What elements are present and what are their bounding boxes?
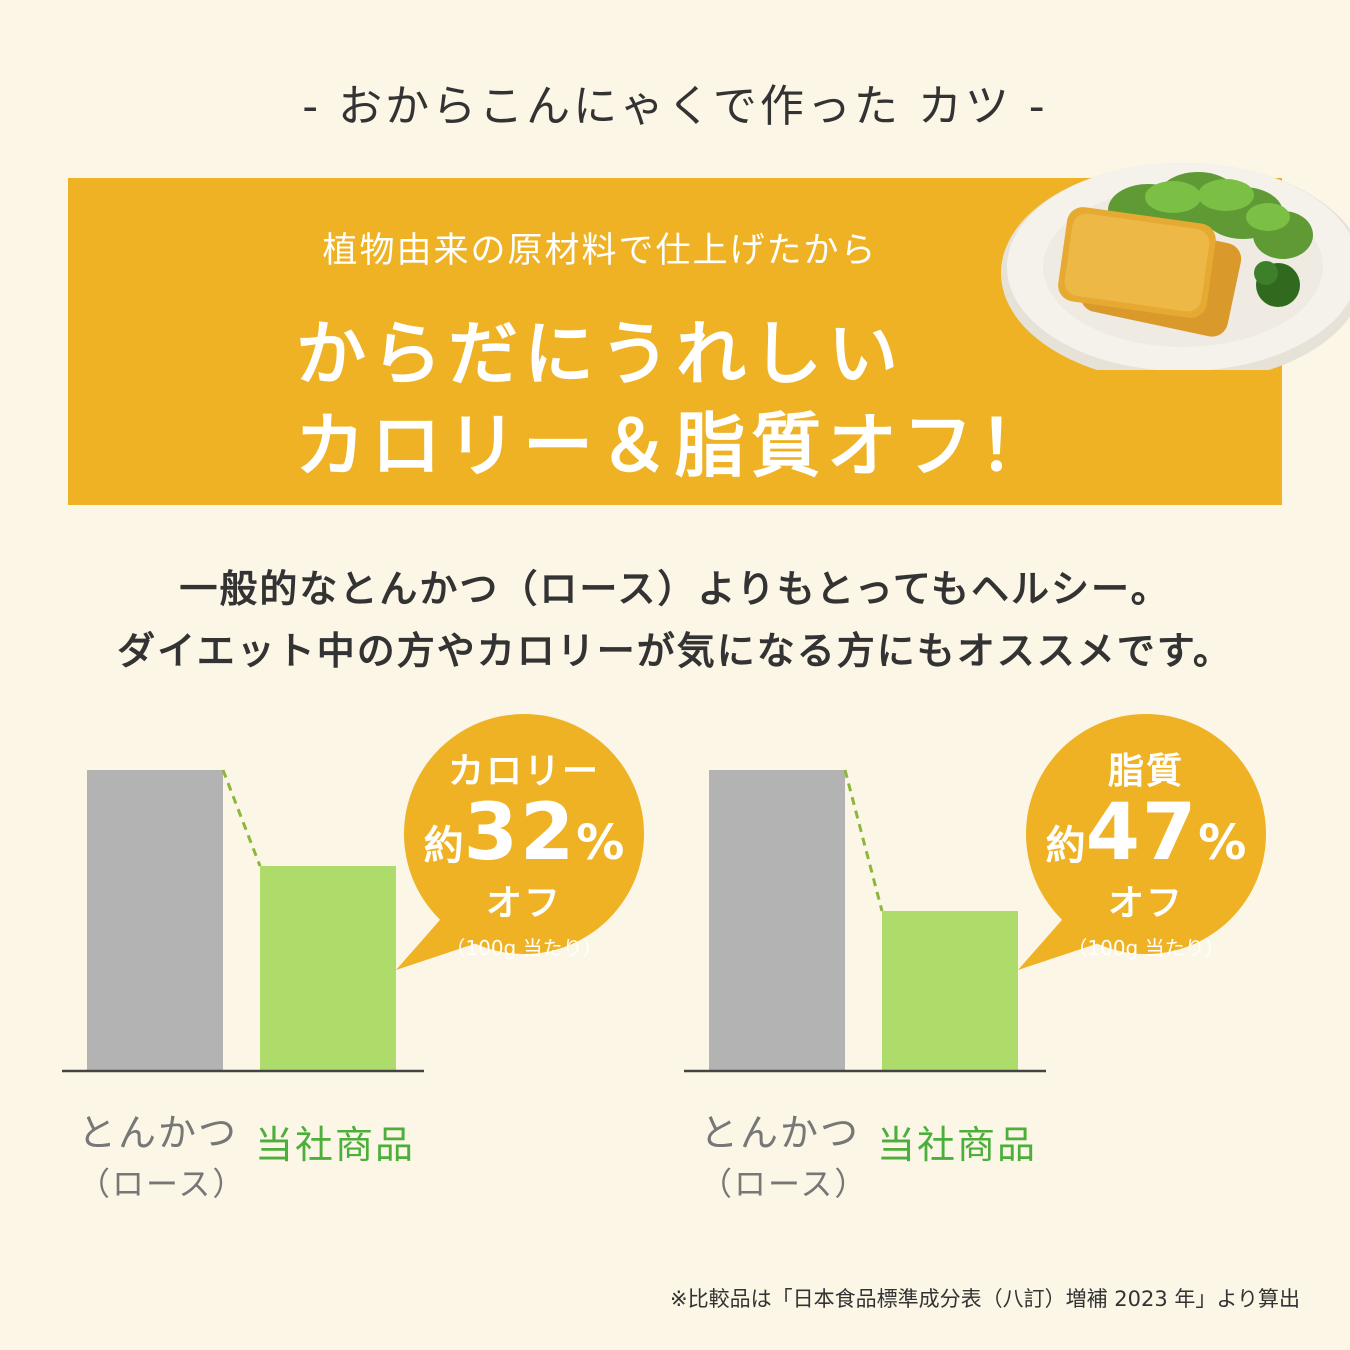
product-bar (260, 866, 396, 1070)
callout-suffix: % (576, 815, 625, 871)
baseline-label: とんかつ （ロース） (700, 1102, 869, 1205)
callout-off: オフ (1107, 883, 1184, 924)
callout-per: （100g 当たり） (1067, 936, 1225, 960)
callout-number: 32 (463, 788, 577, 878)
product-bar (882, 911, 1018, 1070)
callout-name: 脂質 (1107, 751, 1184, 792)
footnote: ※比較品は「日本食品標準成分表（八訂）増補 2023 年」より算出 (670, 1287, 1300, 1311)
baseline-label-main: とんかつ (78, 1111, 239, 1155)
banner-headline-line1: からだにうれしい (296, 313, 904, 395)
callout-bubble (1026, 714, 1266, 954)
fat-comparison-chart: とんかつ （ロース） 当社商品 脂質 約47% オフ （100g 当たり） (622, 700, 1297, 1203)
page-title: - おからこんにゃくで作った カツ - (302, 81, 1048, 132)
chart-svg (62, 714, 644, 1073)
baseline-bar (87, 770, 223, 1070)
calorie-comparison-chart: とんかつ （ロース） 当社商品 カロリー 約32% オフ （100g 当たり） (0, 700, 675, 1203)
description-line1: 一般的なとんかつ（ロース）よりもとってもヘルシー。 (179, 567, 1171, 611)
chart-svg (684, 714, 1266, 1073)
callout-bubble (404, 714, 644, 954)
callout-text: カロリー 約32% オフ （100g 当たり） (400, 742, 648, 961)
callout-name: カロリー (447, 751, 600, 792)
callout-text: 脂質 約47% オフ （100g 当たり） (1022, 742, 1270, 961)
baseline-label: とんかつ （ロース） (78, 1102, 247, 1205)
reduction-connector (843, 769, 884, 912)
callout-off: オフ (485, 883, 562, 924)
callout-suffix: % (1198, 815, 1247, 871)
reduction-connector (221, 769, 262, 867)
product-label: 当社商品 (255, 1123, 416, 1167)
callout-per: （100g 当たり） (445, 936, 603, 960)
banner-subtitle: 植物由来の原材料で仕上げたから (322, 231, 878, 271)
baseline-label-main: とんかつ (700, 1111, 861, 1155)
callout-number: 47 (1085, 788, 1199, 878)
baseline-label-sub: （ロース） (700, 1165, 869, 1203)
callout-value: 約47% (1022, 794, 1270, 872)
banner-headline-line2: カロリー＆脂質オフ！ (295, 405, 1055, 487)
callout-value: 約32% (400, 794, 648, 872)
product-label: 当社商品 (877, 1123, 1038, 1167)
callout-prefix: 約 (1045, 823, 1086, 869)
katsu-plate-image (1001, 163, 1350, 370)
callout-prefix: 約 (423, 823, 464, 869)
baseline-label-sub: （ロース） (78, 1165, 247, 1203)
baseline-bar (709, 770, 845, 1070)
description-line2: ダイエット中の方やカロリーが気になる方にもオススメです。 (117, 629, 1233, 673)
